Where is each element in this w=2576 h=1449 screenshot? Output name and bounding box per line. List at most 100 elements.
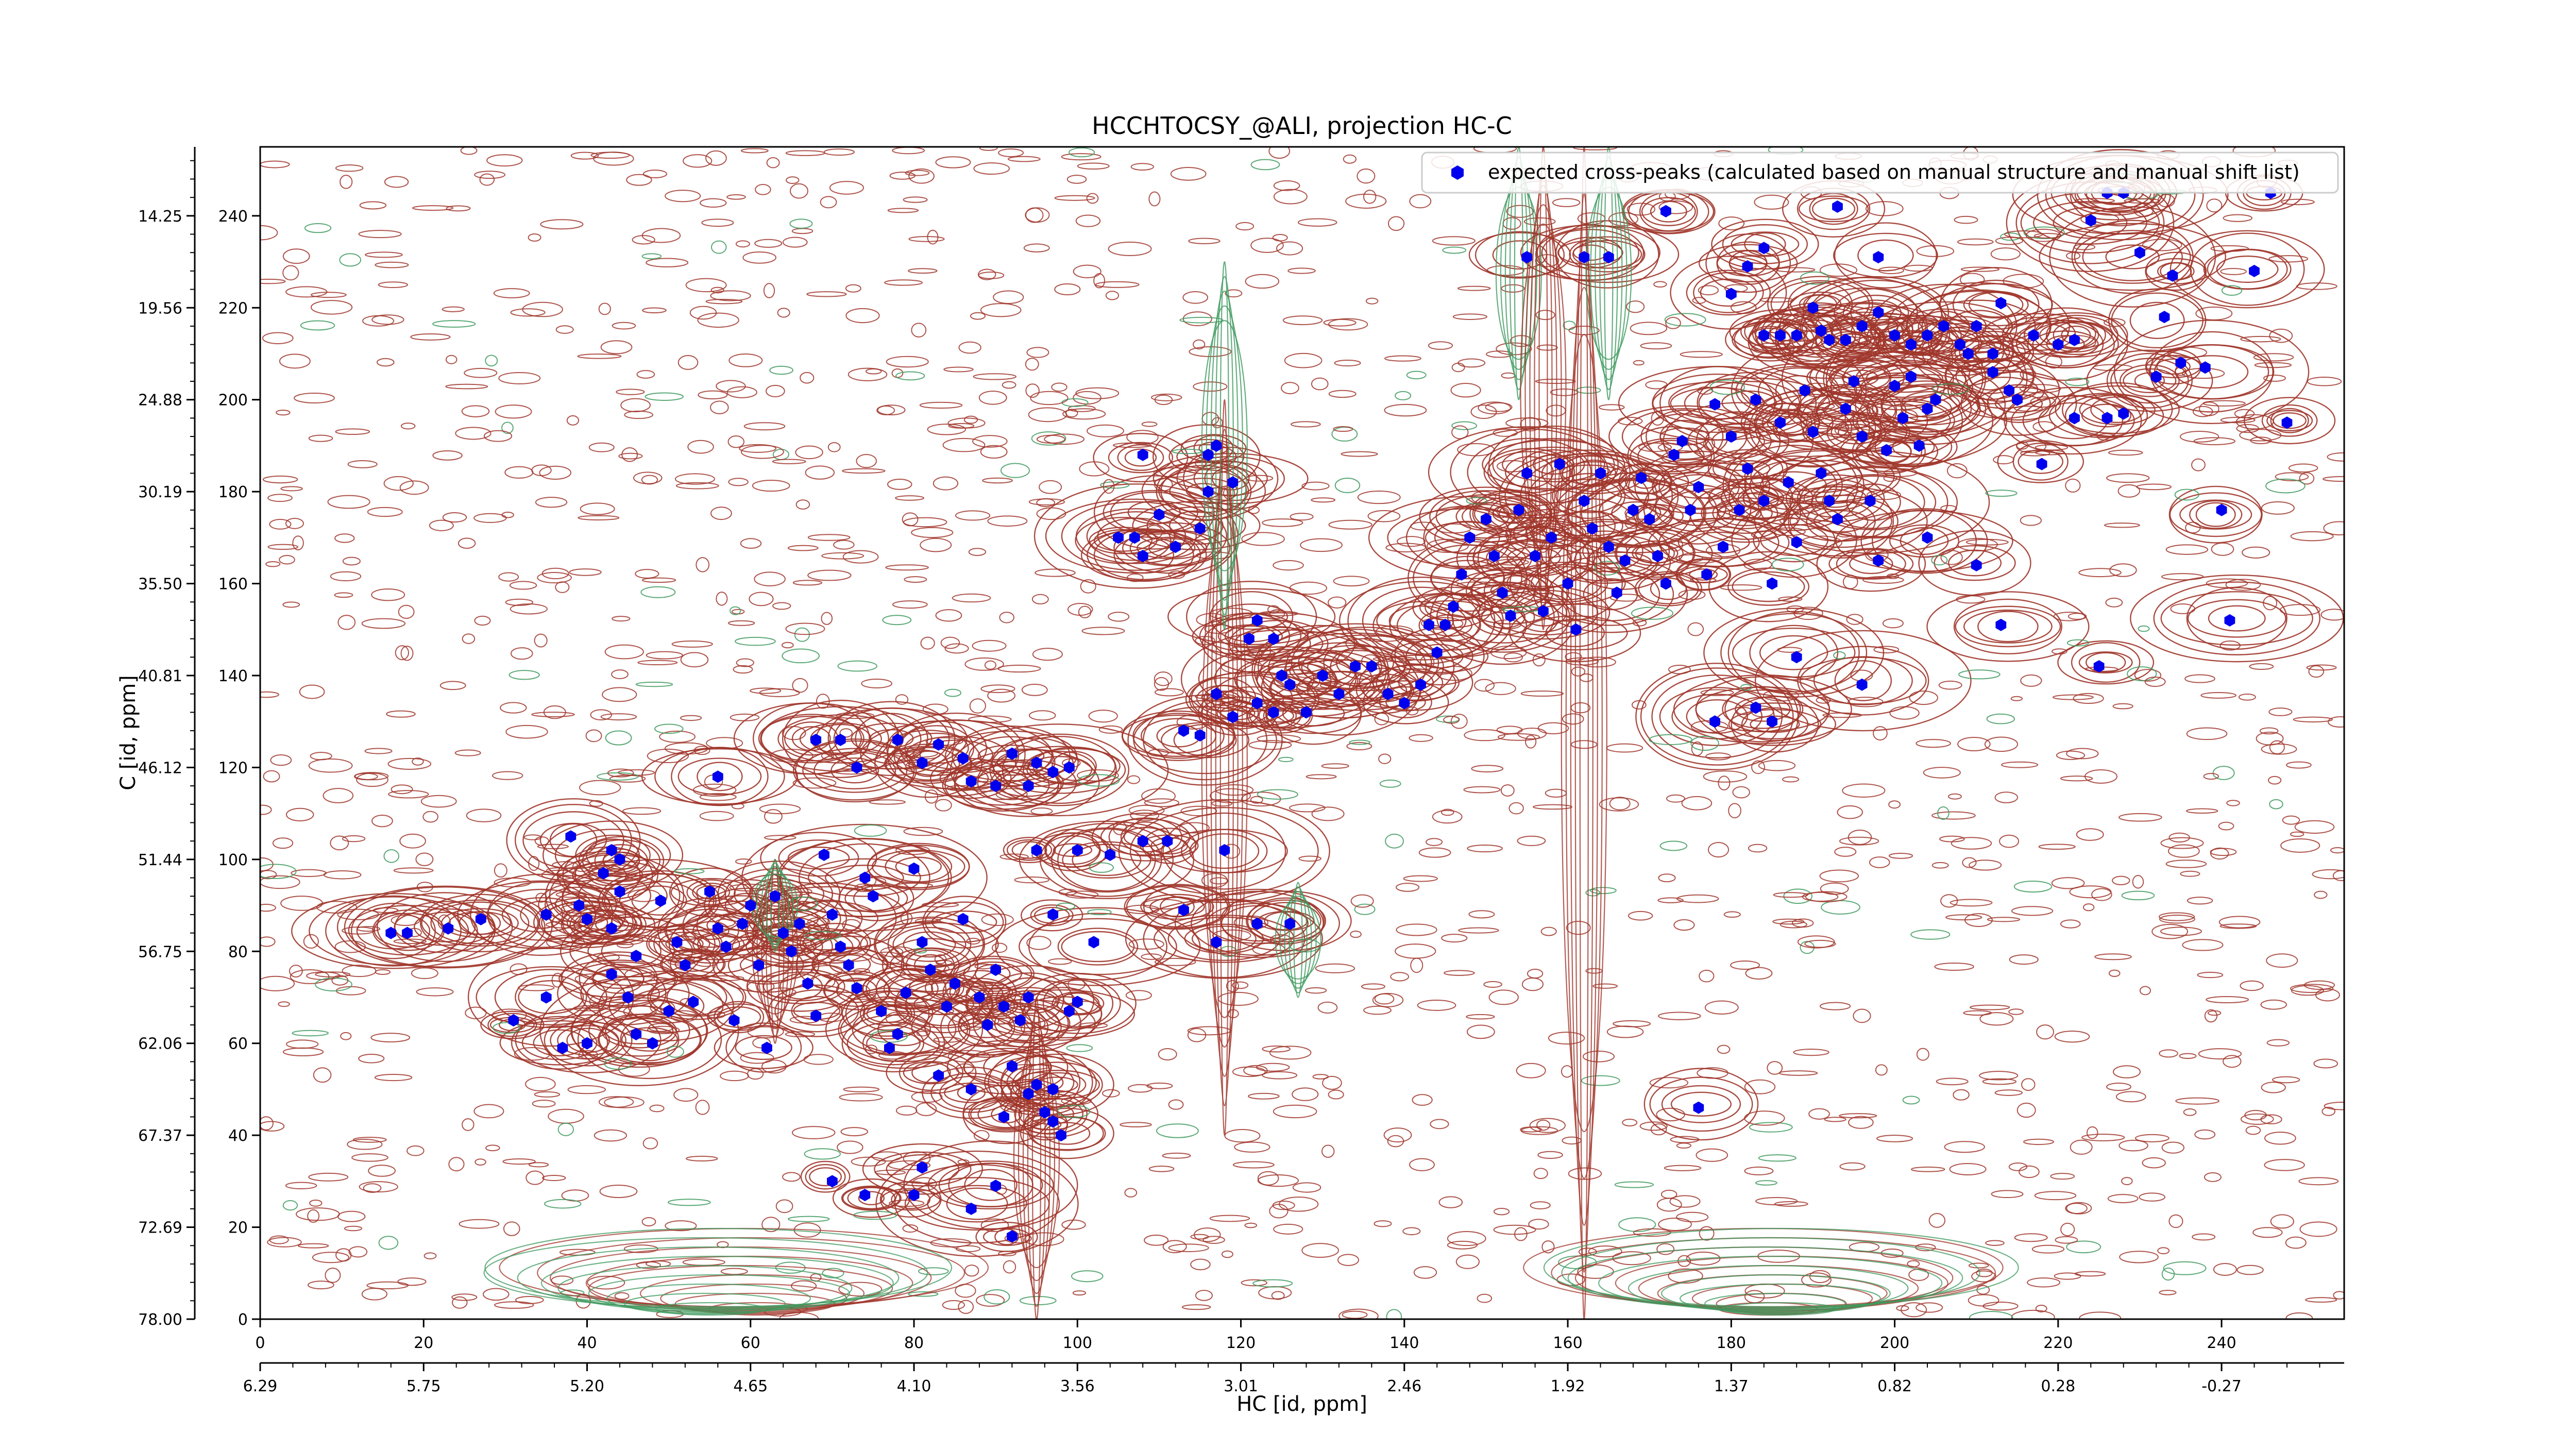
noise-contour (2239, 429, 2282, 442)
noise-contour (399, 480, 429, 495)
noise-contour (1421, 617, 1464, 630)
noise-contour (795, 445, 823, 460)
cross-peak-marker (1587, 522, 1598, 535)
noise-contour (1676, 894, 1719, 903)
noise-contour (412, 757, 424, 766)
noise-contour (865, 1044, 878, 1054)
noise-contour (1289, 803, 1326, 813)
noise-contour (2019, 1165, 2040, 1178)
peak-contour (1727, 611, 1860, 695)
noise-contour (792, 777, 837, 789)
noise-contour (1365, 297, 1379, 305)
noise-contour (462, 1118, 474, 1131)
edge-ridge-contour (484, 1227, 953, 1308)
peak-contour (309, 896, 478, 966)
cross-peak-marker (1987, 366, 1998, 379)
noise-contour (518, 984, 555, 991)
x-index-tick-label: 180 (1717, 1334, 1746, 1352)
cross-peak-marker (786, 945, 797, 958)
noise-contour (847, 993, 876, 1000)
noise-contour (1148, 1166, 1175, 1172)
noise-contour (1537, 722, 1569, 734)
noise-contour (457, 537, 476, 549)
cross-peak-marker (1350, 660, 1361, 673)
noise-contour (2268, 255, 2309, 263)
peak-contour (1113, 536, 1175, 574)
noise-contour (2270, 1214, 2294, 1229)
noise-contour (1916, 245, 1955, 257)
noise-contour (307, 1209, 320, 1223)
peak-contour (855, 713, 928, 765)
noise-contour (429, 519, 454, 531)
noise-contour (803, 1054, 834, 1065)
noise-contour (2192, 406, 2213, 417)
noise-contour (1457, 443, 1495, 457)
cross-peak-marker (851, 982, 862, 995)
noise-contour (1910, 1166, 1945, 1172)
noise-contour (1703, 770, 1748, 783)
noise-contour (552, 861, 578, 869)
noise-contour (2333, 1291, 2344, 1300)
noise-contour (1026, 936, 1052, 950)
noise-contour (2219, 641, 2241, 651)
cross-peak-marker (770, 890, 781, 903)
peak-contour (1626, 540, 1684, 566)
noise-contour (2253, 353, 2294, 362)
streak-contour (766, 862, 785, 949)
cross-peak-marker (1284, 678, 1296, 691)
noise-contour (579, 780, 621, 796)
peak-contour (1872, 385, 1981, 433)
noise-contour (1014, 876, 1050, 884)
cross-peak-marker (1791, 651, 1802, 664)
cross-peak-marker (1701, 568, 1713, 581)
noise-contour (528, 856, 540, 871)
cross-peak-marker (1154, 508, 1165, 521)
noise-contour (373, 907, 399, 913)
peak-contour (714, 1001, 765, 1034)
peak-contour (1757, 450, 1990, 554)
noise-contour-negative (1451, 421, 1478, 430)
noise-contour (397, 1277, 427, 1286)
noise-contour (2308, 665, 2325, 678)
peak-contour (1926, 591, 2090, 662)
noise-contour (833, 540, 855, 550)
noise-contour (1468, 910, 1495, 919)
noise-contour (1625, 519, 1639, 529)
noise-contour (276, 409, 291, 416)
noise-contour (1707, 842, 1730, 858)
noise-contour (981, 913, 1014, 926)
noise-contour (2074, 198, 2115, 204)
cross-peak-marker (2069, 412, 2080, 425)
x-index-tick-label: 220 (2043, 1334, 2073, 1352)
noise-contour (1452, 313, 1488, 320)
cross-peak-marker (1628, 503, 1639, 516)
noise-contour (2313, 1058, 2338, 1069)
peak-contour (2190, 232, 2305, 306)
noise-contour-negative (1349, 739, 1370, 745)
peak-contour (1475, 231, 1565, 279)
peak-contour (2037, 149, 2204, 241)
peak-contour (1555, 478, 1622, 514)
x-ppm-tick-label: 4.65 (733, 1377, 768, 1395)
noise-contour (1931, 811, 1976, 820)
noise-contour (2249, 663, 2274, 670)
noise-contour (1241, 532, 1285, 546)
noise-contour-negative (378, 1236, 399, 1250)
streak-contour (761, 866, 789, 945)
noise-contour (955, 510, 991, 521)
cross-peak-marker (933, 1069, 944, 1082)
noise-contour (935, 609, 962, 622)
noise-contour (2321, 1106, 2335, 1116)
cross-peak-marker (1889, 329, 1900, 342)
noise-contour (531, 464, 552, 477)
noise-contour (1520, 690, 1564, 697)
noise-contour (1317, 1001, 1338, 1014)
noise-contour (1087, 424, 1124, 437)
peak-contour (1722, 224, 1808, 264)
peak-contour (1673, 674, 1852, 744)
noise-contour (978, 391, 1007, 405)
noise-contour-negative (1257, 789, 1298, 800)
noise-contour (2021, 1078, 2036, 1091)
noise-contour (391, 784, 413, 795)
noise-contour (869, 799, 906, 805)
